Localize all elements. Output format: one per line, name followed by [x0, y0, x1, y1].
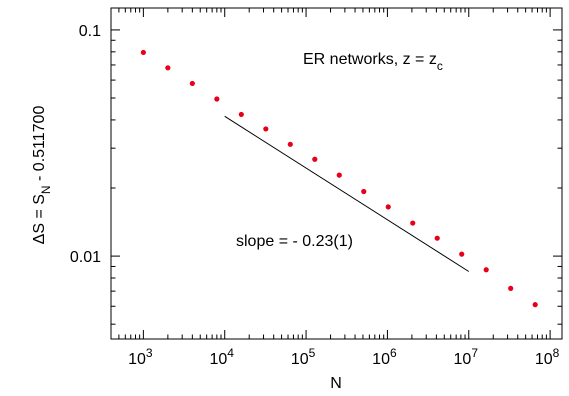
- x-tick-base: 10: [454, 351, 472, 368]
- y-axis-label: ΔS = SN - 0.511700: [31, 106, 53, 245]
- x-axis-label: N: [330, 375, 342, 392]
- y-tick-label: 0.1: [79, 23, 101, 40]
- x-tick-base: 10: [372, 351, 390, 368]
- x-tick-label: 103: [128, 346, 153, 368]
- slope-label: slope = - 0.23(1): [236, 233, 353, 250]
- data-point: [434, 235, 440, 241]
- data-point: [263, 126, 269, 132]
- x-tick-base: 10: [535, 351, 553, 368]
- x-tick-base: 10: [209, 351, 227, 368]
- data-point: [189, 80, 195, 87]
- annotation-title: ER networks, z = zc: [303, 51, 443, 73]
- data-point: [385, 204, 391, 210]
- data-point: [336, 172, 342, 178]
- data-point: [140, 49, 146, 56]
- annotation-main: ER networks, z = z: [303, 51, 437, 68]
- x-tick-exponent: 8: [553, 346, 560, 360]
- x-tick-label: 106: [372, 346, 397, 368]
- x-tick-base: 10: [291, 351, 309, 368]
- data-point: [312, 156, 318, 162]
- x-tick-exponent: 5: [309, 346, 316, 360]
- data-points: [140, 49, 538, 308]
- y-axis-label-rest: - 0.511700: [31, 106, 48, 186]
- annotation-subscript: c: [437, 59, 443, 73]
- x-tick-exponent: 7: [471, 346, 478, 360]
- x-tick-exponent: 3: [146, 346, 153, 360]
- data-point: [508, 285, 514, 291]
- data-point: [532, 302, 538, 308]
- x-tick-exponent: 4: [227, 346, 234, 360]
- x-tick-label: 107: [454, 346, 479, 368]
- tick-marks: [110, 8, 562, 339]
- x-tick-base: 10: [128, 351, 146, 368]
- fit-line: [224, 115, 470, 272]
- data-point: [459, 251, 465, 257]
- x-tick-label: 104: [209, 346, 234, 368]
- data-point: [214, 96, 220, 102]
- data-point: [165, 65, 171, 71]
- data-point: [361, 188, 367, 195]
- y-axis-label-subscript: N: [39, 185, 53, 194]
- plot-frame: [110, 7, 563, 340]
- data-point: [410, 220, 416, 226]
- y-tick-label: 0.01: [70, 249, 101, 266]
- x-tick-label: 105: [291, 346, 316, 368]
- x-tick-label: 108: [535, 346, 560, 368]
- data-point: [238, 111, 244, 118]
- y-axis-label-main: ΔS = S: [31, 194, 48, 244]
- data-point: [287, 141, 293, 147]
- x-tick-exponent: 6: [390, 346, 397, 360]
- data-point: [483, 267, 489, 273]
